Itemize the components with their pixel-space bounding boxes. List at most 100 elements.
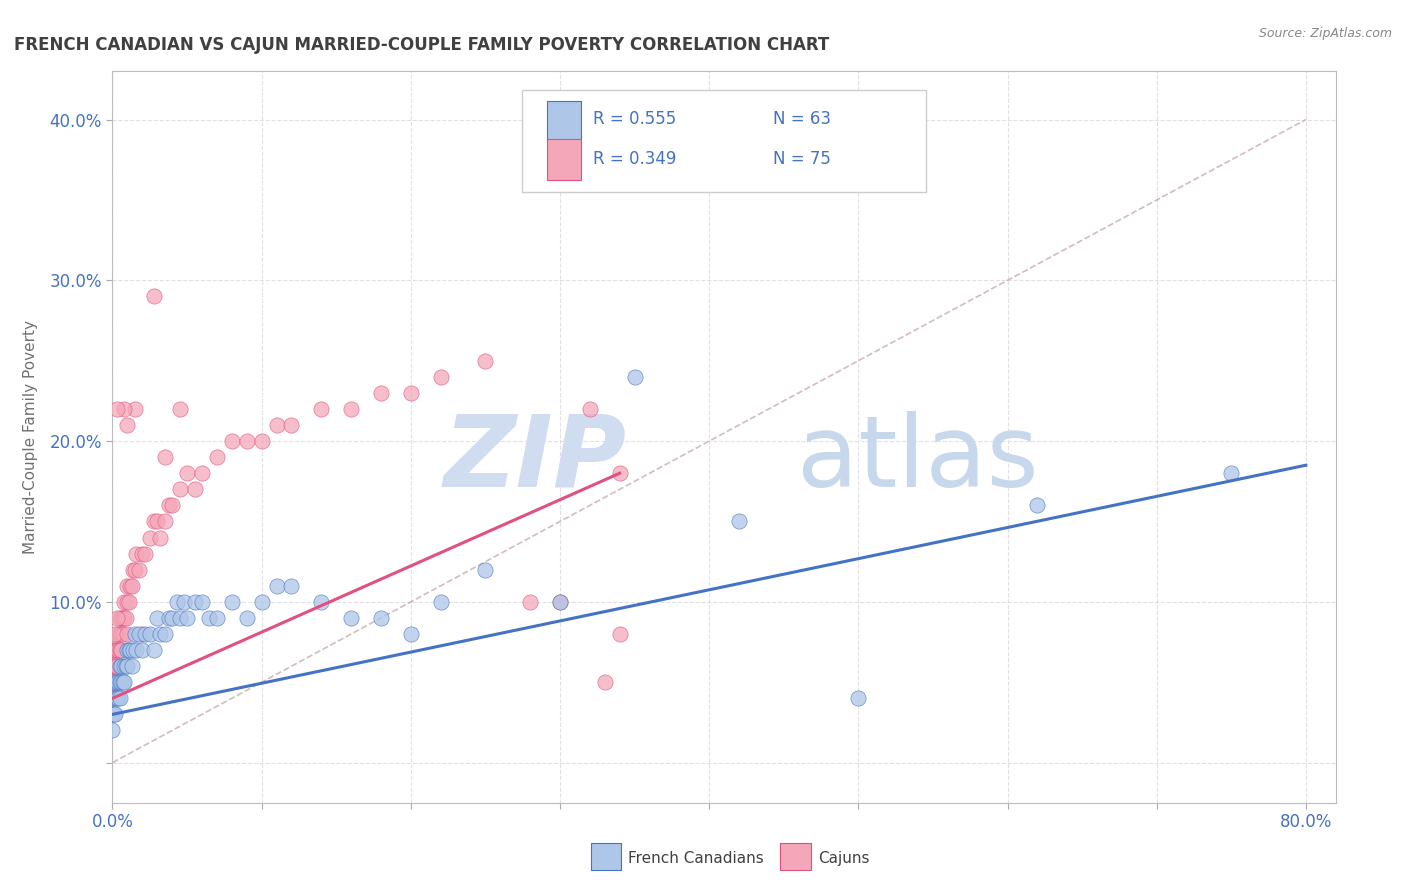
Point (134, 627, 156, 641)
Point (124, 627, 146, 641)
Point (117, 659, 139, 673)
Point (101, 723, 124, 738)
Point (108, 643, 131, 657)
Point (311, 401, 333, 416)
Point (103, 643, 125, 657)
Point (176, 611, 198, 625)
Point (157, 611, 180, 625)
Point (311, 595, 333, 609)
Point (370, 385, 392, 400)
Point (235, 611, 257, 625)
Point (134, 547, 156, 561)
Text: Source: ZipAtlas.com: Source: ZipAtlas.com (1258, 27, 1392, 40)
Point (107, 691, 129, 706)
Point (548, 595, 571, 609)
Point (112, 659, 135, 673)
Point (107, 627, 129, 641)
Point (160, 611, 183, 625)
Point (103, 707, 125, 722)
Point (107, 643, 129, 657)
Point (120, 579, 142, 593)
Point (128, 563, 150, 577)
Point (340, 611, 363, 625)
Point (124, 401, 146, 416)
Point (110, 643, 132, 657)
Point (149, 627, 172, 641)
Point (205, 450, 228, 465)
Point (183, 595, 205, 609)
Point (105, 659, 128, 673)
Point (153, 450, 176, 465)
Point (105, 675, 128, 690)
Point (169, 611, 191, 625)
Point (131, 627, 153, 641)
Point (1220, 467, 1243, 481)
Point (474, 353, 496, 368)
Text: French Canadians: French Canadians (628, 851, 765, 865)
Point (108, 659, 131, 673)
Point (103, 675, 125, 690)
Point (124, 563, 146, 577)
Point (117, 627, 139, 641)
Point (110, 611, 132, 625)
Point (101, 691, 124, 706)
Point (117, 595, 139, 609)
Point (112, 611, 135, 625)
Point (108, 691, 131, 706)
Point (191, 467, 214, 481)
Point (153, 515, 176, 529)
Point (111, 611, 134, 625)
Point (117, 579, 139, 593)
Point (191, 595, 214, 609)
Text: Cajuns: Cajuns (818, 851, 870, 865)
Point (104, 627, 127, 641)
Point (846, 691, 869, 706)
Point (370, 611, 392, 625)
Point (121, 659, 143, 673)
Point (131, 643, 153, 657)
Point (266, 417, 288, 432)
Point (108, 611, 131, 625)
Point (153, 627, 176, 641)
Point (593, 675, 616, 690)
FancyBboxPatch shape (547, 139, 581, 179)
Point (125, 643, 148, 657)
Point (108, 627, 131, 641)
Point (103, 659, 125, 673)
Text: FRENCH CANADIAN VS CAJUN MARRIED-COUPLE FAMILY POVERTY CORRELATION CHART: FRENCH CANADIAN VS CAJUN MARRIED-COUPLE … (14, 36, 830, 54)
Point (728, 515, 751, 529)
Point (221, 595, 243, 609)
Point (112, 595, 135, 609)
Point (139, 531, 162, 545)
Point (399, 385, 422, 400)
Point (104, 643, 127, 657)
Point (143, 515, 166, 529)
Point (105, 643, 128, 657)
Point (548, 595, 571, 609)
Point (160, 499, 183, 513)
Point (250, 434, 273, 449)
Point (101, 707, 124, 722)
Point (105, 691, 128, 706)
Point (117, 643, 139, 657)
Point (579, 401, 602, 416)
Point (118, 595, 141, 609)
Point (609, 627, 631, 641)
Point (105, 611, 128, 625)
Point (169, 483, 191, 497)
Point (128, 627, 150, 641)
Point (280, 579, 302, 593)
Point (110, 627, 132, 641)
Point (112, 401, 135, 416)
Point (104, 659, 127, 673)
Point (623, 369, 645, 384)
Point (157, 499, 180, 513)
Point (105, 401, 128, 416)
Point (1026, 499, 1049, 513)
Point (280, 417, 302, 432)
Point (183, 483, 205, 497)
Point (110, 659, 132, 673)
Point (169, 401, 191, 416)
Point (143, 289, 166, 303)
Point (115, 611, 138, 625)
